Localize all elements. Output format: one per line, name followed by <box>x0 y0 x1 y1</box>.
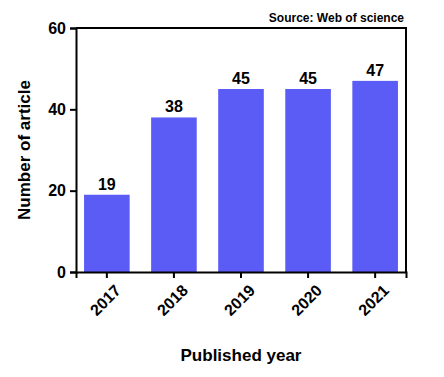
bars <box>84 81 398 272</box>
data-label: 45 <box>232 70 250 87</box>
x-tick-mark <box>106 272 108 278</box>
annotation: Source: Web of science <box>269 11 404 25</box>
x-tick-mark <box>173 272 175 278</box>
x-tick-label: 2019 <box>221 282 258 319</box>
y-axis-line <box>70 29 77 273</box>
x-tick-mark <box>307 272 309 278</box>
bar <box>218 89 264 272</box>
y-tick-label: 20 <box>48 182 66 199</box>
bar <box>151 117 197 272</box>
x-tick-label: 2017 <box>87 282 124 319</box>
bar <box>84 195 130 272</box>
y-tick: 0 <box>57 264 76 281</box>
bar <box>352 81 398 272</box>
data-label: 47 <box>366 62 384 79</box>
x-tick: 2018 <box>154 272 191 319</box>
x-axis-line <box>77 273 407 279</box>
y-tick-label: 40 <box>48 101 66 118</box>
y-tick-mark <box>70 272 76 274</box>
x-tick: 2017 <box>87 272 124 319</box>
y-tick-label: 0 <box>57 264 66 281</box>
x-tick-label: 2018 <box>154 282 191 319</box>
plot: 0 20 40 60 2017 2018 2019 2020 2021 19 38 45 45 47 <box>48 20 406 319</box>
x-tick-label: 2021 <box>355 282 392 319</box>
y-tick: 20 <box>48 182 76 199</box>
y-tick-label: 60 <box>48 20 66 37</box>
y-tick-mark <box>70 190 76 192</box>
data-label: 45 <box>299 70 317 87</box>
y-tick: 40 <box>48 101 76 118</box>
x-tick-mark <box>240 272 242 278</box>
x-tick: 2021 <box>355 272 392 319</box>
x-tick-mark <box>374 272 376 278</box>
y-axis: 0 20 40 60 <box>48 20 76 281</box>
y-tick-mark <box>70 28 76 30</box>
x-tick-label: 2020 <box>288 282 325 319</box>
y-tick: 60 <box>48 20 76 37</box>
y-tick-mark <box>70 109 76 111</box>
y-axis-title: Number of article <box>15 80 34 220</box>
data-label: 19 <box>98 176 116 193</box>
chart: 0 20 40 60 2017 2018 2019 2020 2021 19 38 45 45 47 Sou… <box>0 0 444 377</box>
x-axis-title: Published year <box>181 346 302 365</box>
x-tick: 2019 <box>221 272 258 319</box>
data-label: 38 <box>165 98 183 115</box>
data-labels: 19 38 45 45 47 <box>98 62 384 193</box>
x-axis: 2017 2018 2019 2020 2021 <box>77 272 407 319</box>
frame <box>76 28 406 272</box>
bar <box>285 89 331 272</box>
x-tick: 2020 <box>288 272 325 319</box>
